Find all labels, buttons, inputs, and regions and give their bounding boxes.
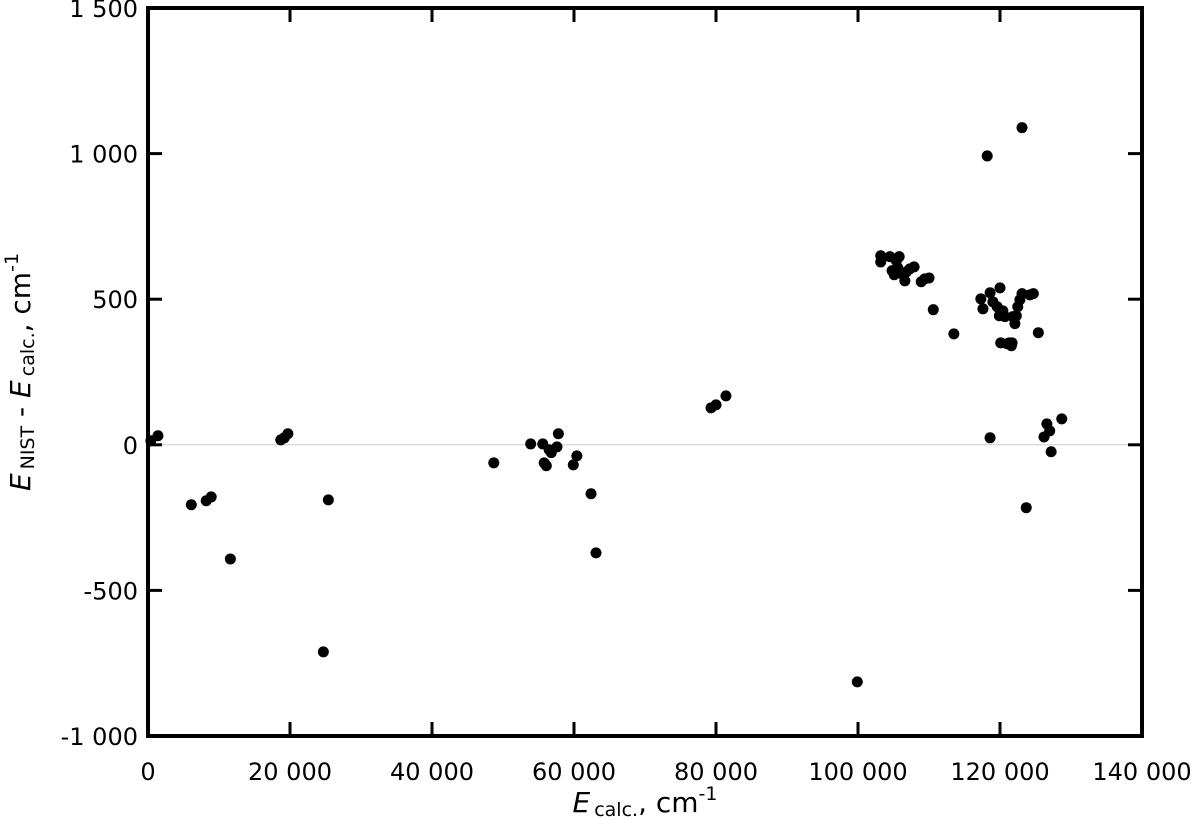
x-tick-label: 100 000 [808, 758, 907, 786]
y-tick-label: 1 500 [69, 0, 138, 23]
x-tick-label: 0 [140, 758, 155, 786]
point [1044, 425, 1056, 437]
x-tick-label: 20 000 [248, 758, 332, 786]
y-label-unit: , cm [4, 272, 37, 332]
plot-frame [146, 6, 1144, 738]
y-tick-label: -1 000 [61, 723, 138, 751]
point [224, 553, 236, 565]
x-tick-label: 40 000 [390, 758, 474, 786]
point [152, 430, 164, 442]
point [851, 676, 863, 688]
point [540, 460, 552, 472]
point [551, 441, 563, 453]
point [1045, 446, 1057, 458]
point [1032, 327, 1044, 339]
point [1010, 310, 1022, 322]
y-tick-label: -500 [84, 577, 138, 605]
y-label-subscript: NIST [17, 425, 39, 469]
point [875, 256, 887, 268]
point [893, 251, 905, 263]
point [923, 272, 935, 284]
y-tick-label: 0 [123, 432, 138, 460]
point [185, 499, 197, 511]
y-tick-label: 1 000 [69, 141, 138, 169]
point [999, 311, 1011, 323]
y-label-symbol: E [4, 473, 37, 491]
point [317, 646, 329, 658]
point [899, 275, 911, 287]
x-tick-label: 80 000 [674, 758, 758, 786]
point [984, 287, 996, 299]
point [1027, 288, 1039, 300]
point [571, 450, 583, 462]
x-tick-label: 140 000 [1092, 758, 1191, 786]
point [908, 261, 920, 273]
point [948, 328, 960, 340]
point [981, 150, 993, 162]
point [282, 428, 294, 440]
x-label-unit: , cm [638, 786, 698, 819]
point [590, 547, 602, 559]
x-tick-label: 120 000 [950, 758, 1049, 786]
y-label-superscript: -1 [1, 253, 23, 272]
point [975, 293, 987, 305]
point [710, 399, 722, 411]
y-label-operator: - [4, 398, 37, 426]
x-label-symbol: E [573, 786, 591, 819]
x-tick-label: 60 000 [532, 758, 616, 786]
point [205, 491, 217, 503]
y-axis-label: E NIST - Ecalc., cm-1 [1, 253, 39, 491]
point [552, 428, 564, 440]
point [1020, 502, 1032, 514]
point [977, 303, 989, 315]
y-tick-label: 500 [92, 286, 138, 314]
point [525, 438, 537, 450]
point [1006, 337, 1018, 349]
point [1056, 413, 1068, 425]
point [585, 488, 597, 500]
point [927, 304, 939, 316]
point [984, 432, 996, 444]
y-label-subscript2: calc. [17, 332, 39, 376]
point [1016, 122, 1028, 134]
point [994, 282, 1006, 294]
point [567, 459, 579, 471]
y-label-symbol2: E [4, 380, 37, 398]
point [322, 494, 334, 506]
point [720, 390, 732, 402]
x-label-superscript: -1 [699, 783, 718, 805]
point [488, 457, 500, 469]
x-label-subscript: calc. [594, 799, 638, 821]
